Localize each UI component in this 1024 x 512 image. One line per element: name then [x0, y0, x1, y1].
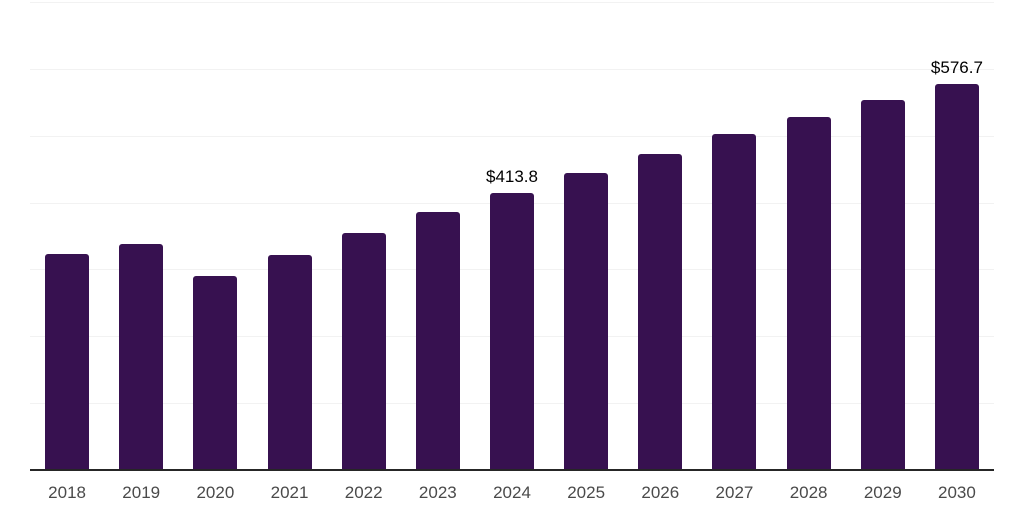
x-tick-label-2023: 2023 — [418, 483, 457, 502]
x-tick-label-2018: 2018 — [48, 483, 86, 502]
gridline — [30, 135, 994, 137]
x-tick-label-2026: 2026 — [641, 483, 680, 502]
x-tick-label-2021: 2021 — [270, 483, 309, 502]
x-tick-label-2027: 2027 — [715, 483, 754, 502]
x-tick-label-2019: 2019 — [122, 483, 161, 502]
x-tick-label-2024: 2024 — [493, 483, 531, 502]
x-tick-label-2022: 2022 — [344, 483, 383, 502]
bar-2023[interactable] — [415, 211, 460, 470]
x-tick-label-2028: 2028 — [789, 483, 828, 502]
x-tick-label-2025: 2025 — [567, 483, 606, 502]
bar-2030[interactable] — [934, 84, 979, 470]
bar-2021[interactable] — [267, 255, 312, 470]
x-tick-label-2030: 2030 — [938, 483, 976, 502]
bar-2019[interactable] — [119, 244, 164, 470]
data-label-2024: $413.8 — [485, 167, 538, 187]
data-label-2030: $576.7 — [930, 58, 983, 78]
bar-2024[interactable] — [490, 193, 534, 470]
bar-2028[interactable] — [786, 116, 831, 470]
x-tick-label-2020: 2020 — [196, 483, 235, 502]
bar-2025[interactable] — [564, 173, 609, 470]
bar-2020[interactable] — [193, 276, 238, 470]
bar-2029[interactable] — [860, 99, 905, 470]
bar-2027[interactable] — [712, 134, 757, 470]
gridline — [30, 68, 994, 70]
bar-2026[interactable] — [638, 153, 683, 470]
bar-2022[interactable] — [341, 232, 386, 470]
bar-2018[interactable] — [45, 254, 90, 470]
gridline — [30, 2, 994, 3]
x-axis-line — [30, 469, 994, 471]
x-tick-label-2029: 2029 — [863, 483, 902, 502]
